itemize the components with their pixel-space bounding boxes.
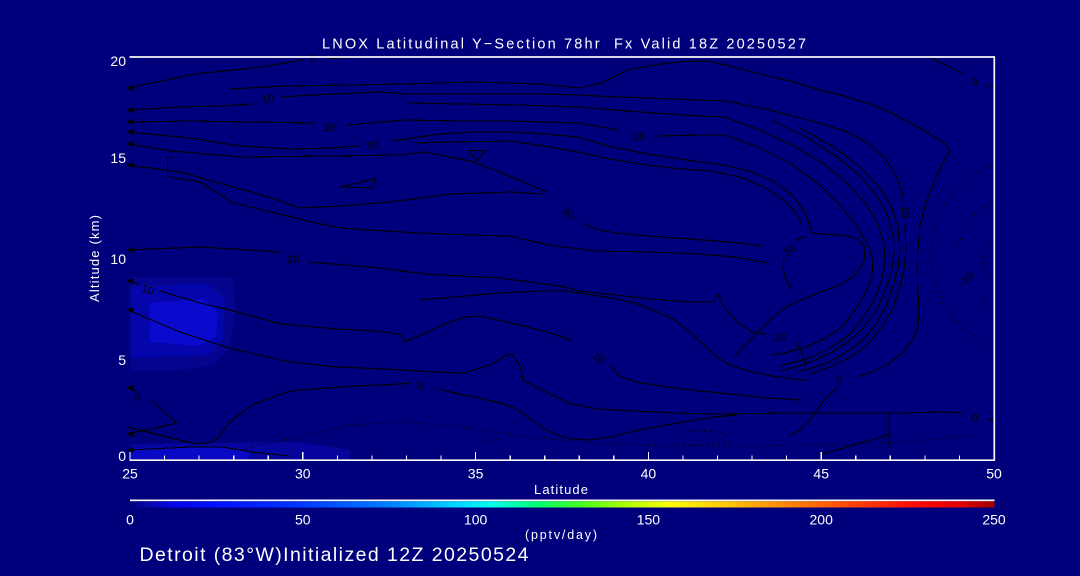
svg-text:10: 10 bbox=[140, 283, 156, 298]
svg-text:30: 30 bbox=[365, 138, 380, 152]
svg-text:50: 50 bbox=[986, 466, 1002, 482]
svg-text:(pptv/day): (pptv/day) bbox=[525, 528, 597, 542]
svg-text:0: 0 bbox=[971, 412, 979, 425]
svg-text:45: 45 bbox=[813, 466, 829, 482]
svg-text:40: 40 bbox=[641, 466, 657, 482]
svg-text:Detroit (83°W)Initialized 12Z: Detroit (83°W)Initialized 12Z 20250524 bbox=[140, 544, 529, 566]
svg-text:50: 50 bbox=[295, 511, 311, 527]
svg-text:25: 25 bbox=[122, 466, 138, 482]
svg-text:250: 250 bbox=[982, 511, 1006, 527]
svg-text:30: 30 bbox=[295, 466, 311, 482]
svg-text:0: 0 bbox=[132, 391, 142, 404]
svg-text:0: 0 bbox=[310, 53, 316, 65]
svg-text:0: 0 bbox=[969, 75, 980, 88]
svg-text:20: 20 bbox=[287, 254, 299, 266]
svg-text:Latitude: Latitude bbox=[534, 482, 588, 497]
svg-text:10: 10 bbox=[899, 206, 911, 218]
svg-text:10: 10 bbox=[110, 251, 126, 267]
svg-text:Altitude (km): Altitude (km) bbox=[87, 215, 102, 302]
svg-text:15: 15 bbox=[110, 150, 126, 166]
svg-text:0: 0 bbox=[118, 448, 126, 464]
svg-text:35: 35 bbox=[468, 466, 484, 482]
svg-text:5: 5 bbox=[118, 352, 126, 368]
svg-text:20: 20 bbox=[323, 122, 335, 134]
svg-text:0: 0 bbox=[126, 511, 134, 527]
svg-text:LNOX Latitudinal Y−Section 78h: LNOX Latitudinal Y−Section 78hr Fx Valid… bbox=[322, 37, 806, 53]
svg-text:20: 20 bbox=[110, 53, 126, 69]
svg-text:20: 20 bbox=[774, 332, 786, 344]
svg-text:0: 0 bbox=[835, 373, 845, 386]
svg-text:150: 150 bbox=[637, 511, 661, 527]
svg-text:0: 0 bbox=[417, 380, 423, 392]
svg-text:100: 100 bbox=[464, 511, 488, 527]
svg-text:200: 200 bbox=[810, 511, 834, 527]
svg-text:20: 20 bbox=[633, 131, 645, 143]
svg-text:10: 10 bbox=[260, 92, 275, 107]
